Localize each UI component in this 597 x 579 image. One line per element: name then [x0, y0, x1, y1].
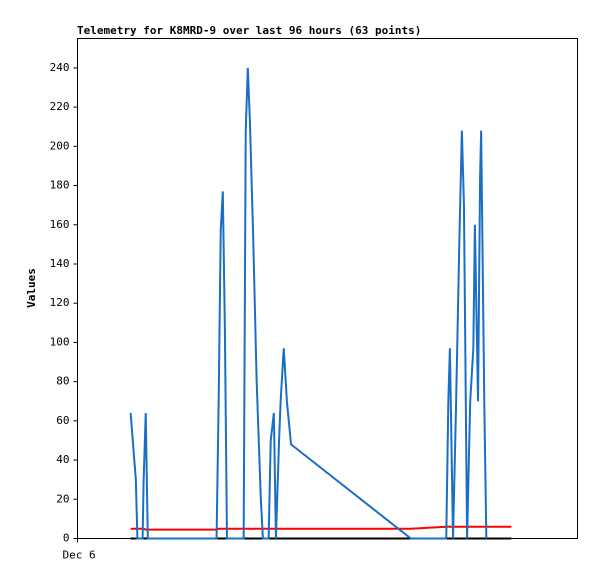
y-tick-label: 240	[50, 61, 70, 74]
plot-frame	[77, 38, 578, 539]
y-tick-label: 220	[50, 100, 70, 113]
y-tick-label: 0	[63, 532, 70, 545]
y-tick-label: 60	[56, 414, 69, 427]
x-tick-label: Dec 6	[63, 549, 96, 562]
y-tick-label: 100	[50, 335, 70, 348]
y-axis-label: Values	[25, 268, 38, 308]
y-tick-label: 80	[56, 375, 69, 388]
y-tick-label: 180	[50, 179, 70, 192]
data-line	[129, 67, 488, 540]
y-tick-label: 40	[56, 453, 69, 466]
y-tick-label: 160	[50, 218, 70, 231]
y-tick-label: 140	[50, 257, 70, 270]
y-tick-label: 20	[56, 492, 69, 505]
y-tick-label: 120	[50, 296, 70, 309]
y-tick-label: 200	[50, 139, 70, 152]
chart-title: Telemetry for K8MRD-9 over last 96 hours…	[77, 24, 421, 37]
